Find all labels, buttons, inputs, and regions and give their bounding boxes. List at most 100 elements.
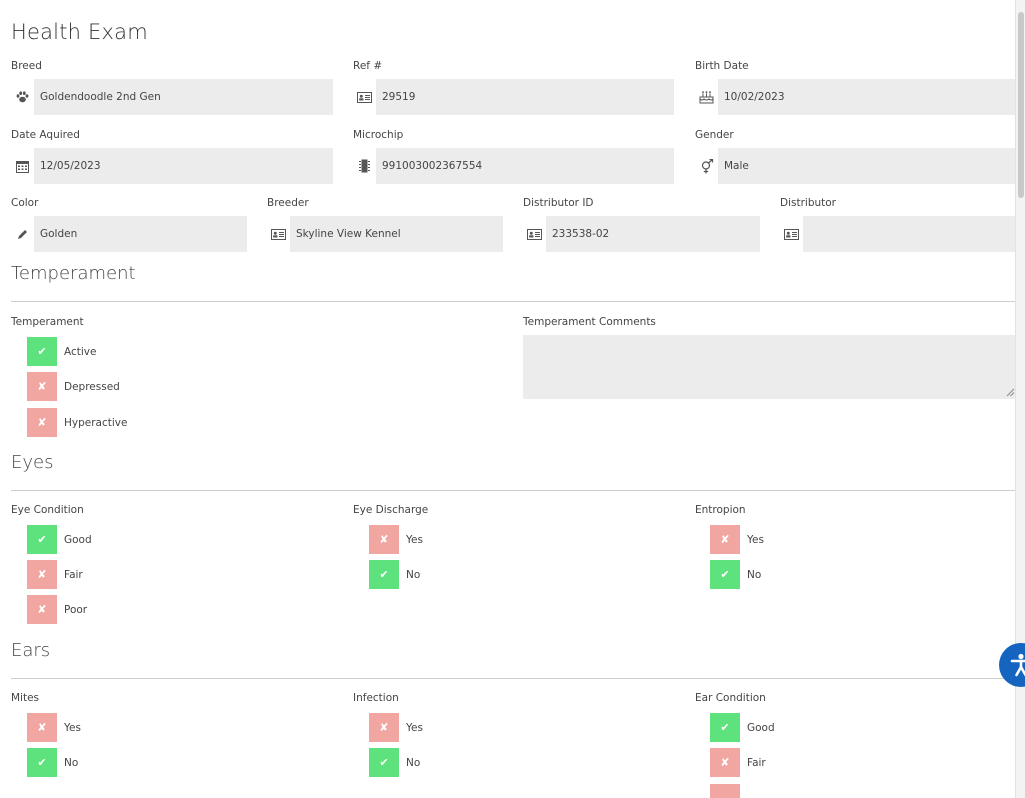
breeder-value: Skyline View Kennel bbox=[290, 216, 503, 252]
ref-label: Ref # bbox=[353, 60, 383, 72]
option-label: Hyperactive bbox=[64, 416, 128, 429]
ref-field[interactable]: 29519 bbox=[353, 79, 674, 115]
breeder-field[interactable]: Skyline View Kennel bbox=[267, 216, 503, 252]
page-title: Health Exam bbox=[11, 20, 148, 44]
option-label: Good bbox=[64, 533, 92, 546]
option-label: Poor bbox=[64, 603, 88, 616]
date-acquired-label: Date Aquired bbox=[11, 129, 80, 141]
eye-discharge-option-no[interactable]: ✔ No bbox=[369, 560, 420, 589]
eyes-section-title: Eyes bbox=[11, 452, 54, 473]
entropion-option-no[interactable]: ✔ No bbox=[710, 560, 761, 589]
cross-icon: ✘ bbox=[710, 525, 740, 554]
birth-date-value: 10/02/2023 bbox=[718, 79, 1016, 115]
microchip-label: Microchip bbox=[353, 129, 404, 141]
calendar-icon bbox=[11, 148, 34, 184]
check-icon: ✔ bbox=[710, 560, 740, 589]
cross-icon: ✘ bbox=[369, 525, 399, 554]
check-icon: ✔ bbox=[27, 525, 57, 554]
distributor-field[interactable] bbox=[780, 216, 1016, 252]
option-label: Yes bbox=[406, 721, 423, 734]
color-value: Golden bbox=[34, 216, 247, 252]
eye-condition-label: Eye Condition bbox=[11, 504, 84, 516]
check-icon: ✔ bbox=[369, 748, 399, 777]
distributor-id-value: 233538-02 bbox=[546, 216, 760, 252]
temperament-option-depressed[interactable]: ✘ Depressed bbox=[27, 372, 120, 401]
paw-icon bbox=[11, 79, 34, 115]
temperament-divider bbox=[11, 301, 1016, 302]
breed-label: Breed bbox=[11, 60, 42, 72]
gender-field[interactable]: Male bbox=[695, 148, 1016, 184]
birth-date-field[interactable]: 10/02/2023 bbox=[695, 79, 1016, 115]
temperament-option-hyperactive[interactable]: ✘ Hyperactive bbox=[27, 408, 127, 437]
entropion-option-yes[interactable]: ✘ Yes bbox=[710, 525, 764, 554]
option-label: Active bbox=[64, 345, 97, 358]
birth-date-label: Birth Date bbox=[695, 60, 749, 72]
temperament-option-active[interactable]: ✔ Active bbox=[27, 337, 96, 366]
temperament-label: Temperament bbox=[11, 316, 84, 328]
option-label: Fair bbox=[64, 568, 83, 581]
infection-label: Infection bbox=[353, 692, 399, 704]
eye-condition-option-good[interactable]: ✔ Good bbox=[27, 525, 92, 554]
breeder-label: Breeder bbox=[267, 197, 309, 209]
microchip-icon bbox=[353, 148, 376, 184]
eye-discharge-option-yes[interactable]: ✘ Yes bbox=[369, 525, 423, 554]
breed-field[interactable]: Goldendoodle 2nd Gen bbox=[11, 79, 333, 115]
pencil-icon bbox=[11, 216, 34, 252]
option-label: Fair bbox=[747, 756, 766, 769]
cross-icon: ✘ bbox=[27, 713, 57, 742]
color-field[interactable]: Golden bbox=[11, 216, 247, 252]
eye-discharge-label: Eye Discharge bbox=[353, 504, 429, 516]
option-label: Yes bbox=[64, 721, 81, 734]
infection-option-no[interactable]: ✔ No bbox=[369, 748, 420, 777]
infection-option-yes[interactable]: ✘ Yes bbox=[369, 713, 423, 742]
microchip-field[interactable]: 991003002367554 bbox=[353, 148, 674, 184]
resize-handle-icon[interactable] bbox=[1006, 388, 1015, 397]
date-acquired-field[interactable]: 12/05/2023 bbox=[11, 148, 333, 184]
scrollbar-thumb[interactable] bbox=[1018, 12, 1024, 198]
ears-divider bbox=[11, 678, 1016, 679]
mites-option-no[interactable]: ✔ No bbox=[27, 748, 78, 777]
breed-value: Goldendoodle 2nd Gen bbox=[34, 79, 333, 115]
cross-icon: ✘ bbox=[27, 560, 57, 589]
eye-condition-option-fair[interactable]: ✘ Fair bbox=[27, 560, 83, 589]
eye-condition-option-poor[interactable]: ✘ Poor bbox=[27, 595, 87, 624]
temperament-comments-label: Temperament Comments bbox=[523, 316, 656, 328]
option-label: No bbox=[747, 568, 762, 581]
mites-label: Mites bbox=[11, 692, 40, 704]
id-card-icon bbox=[523, 216, 546, 252]
ears-section-title: Ears bbox=[11, 640, 51, 661]
option-label: Good bbox=[747, 721, 775, 734]
gender-label: Gender bbox=[695, 129, 734, 141]
accessibility-icon[interactable] bbox=[999, 643, 1025, 687]
eyes-divider bbox=[11, 490, 1016, 491]
cross-icon: ✘ bbox=[27, 408, 57, 437]
ear-condition-option-partial[interactable] bbox=[710, 784, 740, 798]
option-label: No bbox=[406, 568, 421, 581]
distributor-id-field[interactable]: 233538-02 bbox=[523, 216, 760, 252]
check-icon: ✔ bbox=[27, 748, 57, 777]
ref-value: 29519 bbox=[376, 79, 674, 115]
ear-condition-option-fair[interactable]: ✘ Fair bbox=[710, 748, 766, 777]
cross-icon: ✘ bbox=[369, 713, 399, 742]
distributor-id-label: Distributor ID bbox=[523, 197, 594, 209]
option-label: No bbox=[64, 756, 79, 769]
color-label: Color bbox=[11, 197, 39, 209]
birthday-cake-icon bbox=[695, 79, 718, 115]
option-label: Depressed bbox=[64, 380, 120, 393]
option-label: Yes bbox=[747, 533, 764, 546]
temperament-comments-textarea[interactable] bbox=[523, 335, 1016, 399]
ear-condition-label: Ear Condition bbox=[695, 692, 766, 704]
microchip-value: 991003002367554 bbox=[376, 148, 674, 184]
cross-icon: ✘ bbox=[27, 595, 57, 624]
ear-condition-option-good[interactable]: ✔ Good bbox=[710, 713, 775, 742]
check-icon: ✔ bbox=[369, 560, 399, 589]
cross-icon: ✘ bbox=[27, 372, 57, 401]
mites-option-yes[interactable]: ✘ Yes bbox=[27, 713, 81, 742]
id-card-icon bbox=[353, 79, 376, 115]
option-label: No bbox=[406, 756, 421, 769]
vertical-scrollbar[interactable] bbox=[1015, 0, 1025, 798]
id-card-icon bbox=[267, 216, 290, 252]
gender-value: Male bbox=[718, 148, 1016, 184]
distributor-label: Distributor bbox=[780, 197, 837, 209]
temperament-section-title: Temperament bbox=[11, 263, 136, 284]
